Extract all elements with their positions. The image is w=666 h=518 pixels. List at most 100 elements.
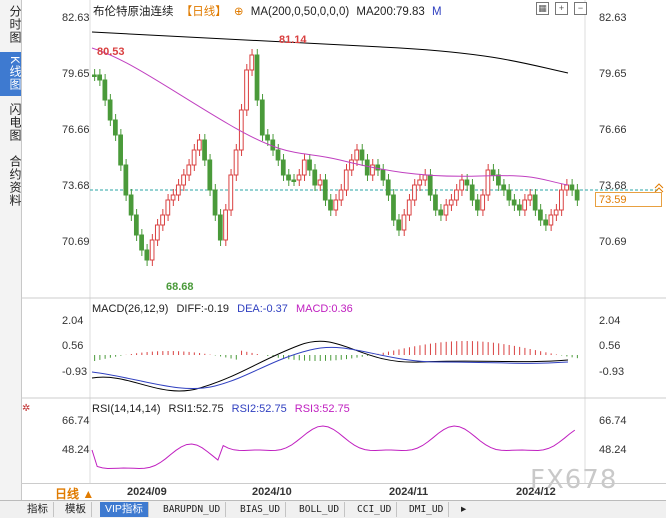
candle bbox=[443, 204, 449, 216]
rsi2-value: RSI2:52.75 bbox=[231, 403, 287, 415]
candle bbox=[338, 189, 344, 201]
period-selector[interactable]: 日线 ▲ bbox=[55, 487, 95, 501]
candle bbox=[160, 214, 165, 226]
candle bbox=[233, 149, 239, 176]
candle bbox=[296, 174, 302, 181]
tab-templates[interactable]: 模板 bbox=[60, 502, 92, 517]
candle bbox=[207, 159, 213, 191]
tab-vip-indicators[interactable]: VIP指标 bbox=[100, 502, 149, 517]
macd-tick-right: 2.04 bbox=[599, 315, 621, 327]
tab-dmi[interactable]: DMI_UD bbox=[404, 502, 450, 517]
rsi-tick-right: 48.24 bbox=[599, 444, 627, 456]
more-tabs-icon[interactable]: ▸ bbox=[461, 503, 467, 515]
candle bbox=[569, 184, 575, 191]
candle bbox=[328, 199, 333, 211]
candle bbox=[144, 249, 150, 261]
tab-flash-chart[interactable]: 闪电图 bbox=[8, 102, 22, 142]
tab-cci[interactable]: CCI_UD bbox=[352, 502, 398, 517]
candle bbox=[354, 149, 360, 161]
candle bbox=[380, 169, 386, 181]
candle bbox=[496, 174, 501, 186]
candle bbox=[517, 204, 522, 211]
grid-icon[interactable]: ▦ bbox=[536, 2, 549, 15]
candle bbox=[97, 74, 102, 81]
candle bbox=[359, 149, 365, 161]
macd-diff-line bbox=[91, 340, 569, 392]
rsi3-value: RSI3:52.75 bbox=[294, 403, 350, 415]
candle bbox=[123, 164, 129, 196]
tab-boll[interactable]: BOLL_UD bbox=[294, 502, 346, 517]
tab-contract-info[interactable]: 合约资料 bbox=[8, 155, 22, 207]
candle bbox=[553, 209, 559, 216]
macd-header: MACD(26,12,9) DIFF:-0.19 DEA:-0.37 MACD:… bbox=[92, 303, 358, 315]
current-price-tag: 73.59 bbox=[595, 192, 662, 207]
candle bbox=[574, 189, 580, 201]
candle bbox=[459, 179, 465, 191]
candle bbox=[154, 224, 160, 241]
candle bbox=[364, 159, 370, 176]
candle bbox=[433, 194, 438, 211]
candle bbox=[438, 209, 444, 216]
rsi-tick-left: 48.24 bbox=[62, 444, 90, 456]
candle bbox=[349, 159, 354, 171]
bull-icon[interactable]: ✲ bbox=[22, 403, 31, 414]
candle bbox=[249, 54, 255, 71]
rsi-header: RSI(14,14,14) RSI1:52.75 RSI2:52.75 RSI3… bbox=[92, 403, 355, 415]
candle bbox=[522, 199, 528, 211]
candle bbox=[170, 194, 176, 201]
price-tick-left: 82.63 bbox=[62, 12, 90, 24]
settings-icon[interactable]: ⊕ bbox=[233, 6, 244, 18]
candle bbox=[506, 189, 512, 201]
candle bbox=[490, 169, 496, 176]
tab-bias[interactable]: BIAS_UD bbox=[235, 502, 287, 517]
candle bbox=[254, 54, 260, 101]
candle bbox=[92, 74, 97, 77]
date-label: 2024/12 bbox=[516, 486, 556, 498]
tab-kline-chart[interactable]: K线图 bbox=[0, 52, 22, 96]
candle bbox=[275, 149, 281, 161]
candle bbox=[291, 179, 297, 182]
price-tick-left: 79.65 bbox=[62, 68, 90, 80]
candle bbox=[370, 164, 375, 176]
candle bbox=[485, 169, 491, 196]
ma-label: MA(200,0,50,0,0,0) bbox=[250, 6, 350, 18]
candle bbox=[511, 199, 517, 206]
candle bbox=[333, 199, 339, 211]
candle bbox=[102, 79, 108, 101]
price-tick-right: 70.69 bbox=[599, 236, 627, 248]
watermark-logo: FX678 bbox=[530, 465, 618, 495]
tab-indicators[interactable]: 指标 bbox=[22, 502, 54, 517]
candle bbox=[548, 214, 554, 226]
candle bbox=[527, 194, 533, 201]
ma200-line bbox=[91, 31, 569, 74]
period-tag[interactable]: 【日线】 bbox=[180, 6, 227, 18]
candle bbox=[412, 184, 417, 201]
chart-header: 布伦特原油连续 【日线】 ⊕ MA(200,0,50,0,0,0) MA200:… bbox=[93, 3, 446, 19]
candle bbox=[427, 174, 433, 196]
candle bbox=[464, 179, 470, 186]
candle bbox=[202, 139, 207, 161]
date-label: 2024/10 bbox=[252, 486, 292, 498]
tab-time-chart[interactable]: 分时图 bbox=[8, 4, 22, 44]
tab-barupdn[interactable]: BARUPDN_UD bbox=[158, 502, 227, 517]
rsi-tick-left: 66.74 bbox=[62, 415, 90, 427]
candle bbox=[149, 239, 155, 261]
macd-tick-right: 0.56 bbox=[599, 340, 621, 352]
candle bbox=[406, 199, 412, 216]
zoom-in-icon[interactable]: + bbox=[555, 2, 568, 15]
candle bbox=[559, 189, 564, 211]
candle bbox=[469, 184, 475, 201]
candle bbox=[532, 194, 538, 211]
candle bbox=[475, 199, 480, 211]
candle bbox=[175, 184, 181, 196]
zoom-out-icon[interactable]: − bbox=[574, 2, 587, 15]
candle bbox=[401, 214, 407, 231]
candle bbox=[265, 134, 270, 141]
candle bbox=[417, 179, 423, 186]
candle bbox=[375, 164, 381, 171]
indicator-tabs: 指标 模板 VIP指标 BARUPDN_UD BIAS_UD BOLL_UD C… bbox=[0, 500, 666, 518]
candle bbox=[238, 109, 244, 151]
candle bbox=[112, 119, 118, 136]
candle bbox=[317, 179, 323, 186]
